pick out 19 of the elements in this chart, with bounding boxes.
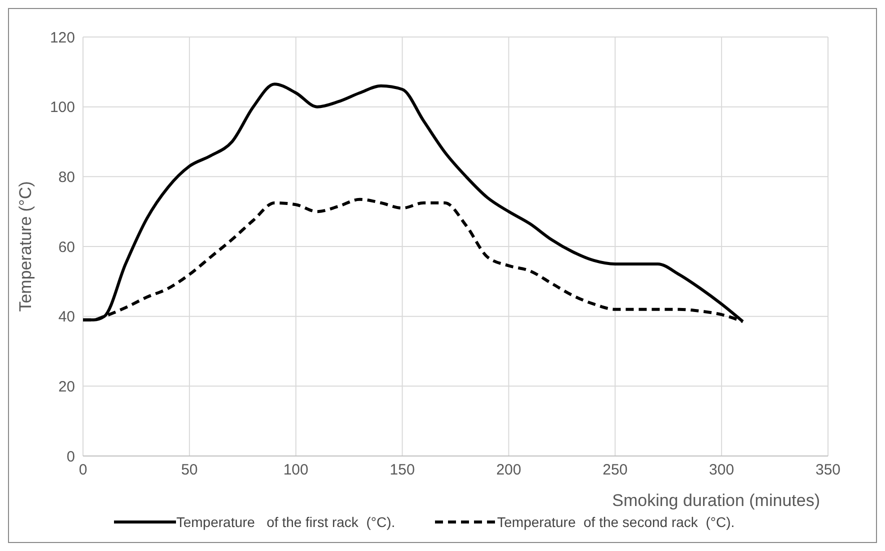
y-tick-label: 40 (58, 308, 75, 326)
x-tick-label: 0 (78, 462, 88, 479)
x-axis-title: Smoking duration (minutes) (612, 491, 820, 510)
x-tick-label: 50 (181, 462, 198, 479)
x-tick-label: 100 (283, 462, 308, 479)
y-tick-label: 120 (50, 29, 75, 46)
y-tick-label: 80 (58, 168, 75, 186)
y-tick-label: 100 (50, 99, 75, 116)
x-tick-label: 350 (815, 462, 841, 479)
y-axis-title: Temperature (°C) (16, 181, 36, 312)
y-tick-label: 60 (58, 238, 75, 256)
x-tick-label: 250 (602, 462, 628, 479)
legend-label: Temperature of the second rack (°C). (496, 514, 735, 530)
x-tick-label: 200 (496, 462, 522, 479)
x-tick-label: 300 (709, 462, 734, 479)
y-tick-label: 0 (66, 448, 75, 466)
x-tick-label: 150 (390, 462, 415, 479)
legend-label: Temperature of the first rack (°C). (175, 514, 396, 530)
y-tick-label: 20 (58, 378, 75, 396)
